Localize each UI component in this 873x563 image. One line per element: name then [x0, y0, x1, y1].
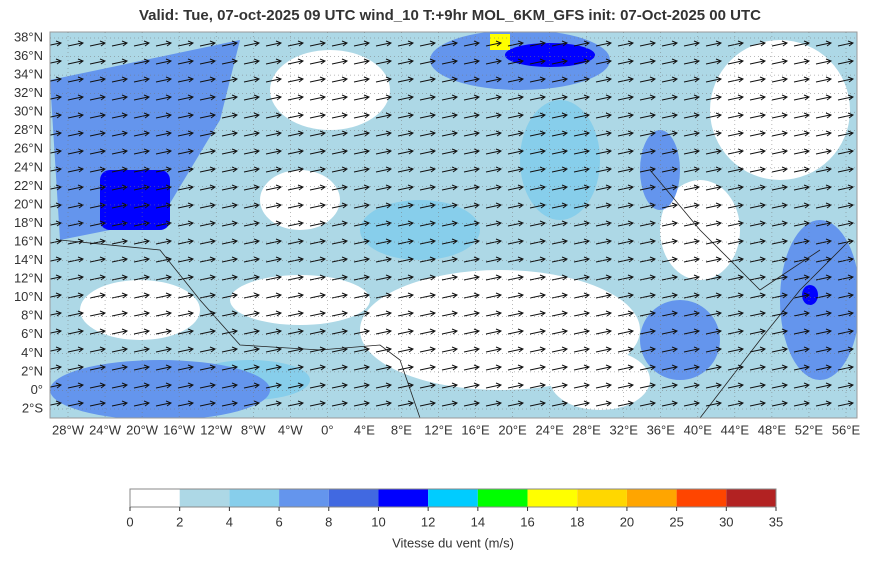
colorbar-segment	[229, 489, 280, 507]
colorbar-tick-label: 8	[325, 514, 332, 529]
colorbar-segment	[378, 489, 429, 507]
lat-label: 18°N	[14, 215, 43, 230]
colorbar-segment	[676, 489, 727, 507]
lat-label: 28°N	[14, 122, 43, 137]
colorbar-tick-label: 10	[371, 514, 385, 529]
colorbar-segment	[527, 489, 578, 507]
colorbar-tick-label: 16	[520, 514, 534, 529]
colorbar-tick-label: 25	[669, 514, 683, 529]
colorbar-tick-label: 18	[570, 514, 584, 529]
lon-label: 28°W	[52, 422, 85, 437]
lon-label: 12°W	[200, 422, 233, 437]
lon-label: 20°W	[126, 422, 159, 437]
colorbar-segment	[428, 489, 478, 507]
colorbar-tick-label: 35	[769, 514, 783, 529]
colorbar-segment	[577, 489, 627, 507]
lon-label: 32°E	[610, 422, 639, 437]
lon-label: 8°W	[241, 422, 266, 437]
lon-label: 8°E	[391, 422, 412, 437]
lat-label: 14°N	[14, 252, 43, 267]
colorbar-segment	[179, 489, 230, 507]
colorbar-segment	[626, 489, 677, 507]
lat-label: 34°N	[14, 67, 43, 82]
colorbar-segment	[279, 489, 329, 507]
colorbar-segment	[477, 489, 528, 507]
colorbar-segment	[328, 489, 379, 507]
colorbar-tick-label: 4	[226, 514, 233, 529]
lat-label: 20°N	[14, 196, 43, 211]
lon-label: 4°E	[354, 422, 375, 437]
lon-label: 24°E	[535, 422, 564, 437]
lon-label: 28°E	[572, 422, 601, 437]
colorbar-tick-label: 12	[421, 514, 435, 529]
lon-label: 16°W	[163, 422, 196, 437]
lat-label: 12°N	[14, 271, 43, 286]
lat-label: 30°N	[14, 104, 43, 119]
lon-label: 40°E	[684, 422, 713, 437]
lon-label: 20°E	[498, 422, 527, 437]
lon-label: 0°	[321, 422, 333, 437]
lon-label: 44°E	[721, 422, 750, 437]
lat-label: 6°N	[21, 326, 43, 341]
lat-label: 8°N	[21, 308, 43, 323]
colorbar-tick-label: 30	[719, 514, 733, 529]
lon-label: 36°E	[647, 422, 676, 437]
lat-label: 2°S	[22, 400, 43, 415]
lon-label: 24°W	[89, 422, 122, 437]
lat-label: 38°N	[14, 29, 43, 44]
colorbar-frame	[129, 488, 777, 508]
colorbar-tick-label: 14	[471, 514, 485, 529]
colorbar-tick-label: 20	[620, 514, 634, 529]
colorbar-segment	[130, 489, 180, 507]
lat-label: 2°N	[21, 363, 43, 378]
lat-label: 26°N	[14, 141, 43, 156]
colorbar-tick-label: 6	[275, 514, 282, 529]
colorbar-tick-label: 0	[126, 514, 133, 529]
lon-label: 48°E	[758, 422, 787, 437]
colorbar-label: Vitesse du vent (m/s)	[392, 535, 514, 550]
lat-label: 4°N	[21, 345, 43, 360]
lon-label: 12°E	[424, 422, 453, 437]
lat-label: 24°N	[14, 159, 43, 174]
map	[50, 32, 857, 418]
colorbar-segment	[726, 489, 776, 507]
lat-label: 36°N	[14, 48, 43, 63]
wind-arrows	[50, 32, 857, 418]
colorbar-tick-label: 2	[176, 514, 183, 529]
lat-label: 22°N	[14, 178, 43, 193]
lon-label: 4°W	[278, 422, 303, 437]
lon-label: 16°E	[461, 422, 490, 437]
map-frame	[49, 31, 858, 419]
title: Valid: Tue, 07-oct-2025 09 UTC wind_10 T…	[139, 7, 761, 24]
lon-label: 56°E	[832, 422, 861, 437]
lat-label: 10°N	[14, 289, 43, 304]
lon-label: 52°E	[795, 422, 824, 437]
lat-label: 32°N	[14, 85, 43, 100]
lat-label: 16°N	[14, 233, 43, 248]
colorbar: 0 2 4 6 8 10 12 14 16 18 20 25 30 35	[126, 488, 783, 529]
lat-label: 0°	[31, 382, 43, 397]
axes: 38°N 36°N 34°N 32°N 30°N 28°N 26°N 24°N 22°N 20°N…	[14, 29, 861, 437]
